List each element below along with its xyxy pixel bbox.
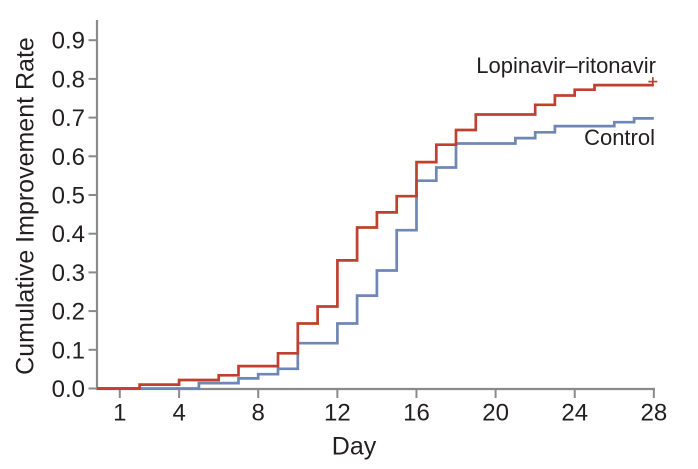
x-tick-label: 16 xyxy=(403,400,430,427)
y-tick-label: 0.9 xyxy=(52,28,85,55)
y-tick-label: 0.1 xyxy=(52,337,85,364)
series-label-control: Control xyxy=(584,125,655,150)
series-label-lopinavir-ritonavir: Lopinavir–ritonavir xyxy=(476,53,656,78)
x-axis-title: Day xyxy=(331,432,377,461)
x-tick-label: 20 xyxy=(482,400,509,427)
y-tick-label: 0.4 xyxy=(52,221,85,248)
y-axis-title: Cumulative Improvement Rate xyxy=(11,37,40,375)
y-tick-label: 0.7 xyxy=(52,105,85,132)
x-tick-label: 12 xyxy=(324,400,351,427)
y-tick-label: 0.6 xyxy=(52,144,85,171)
y-tick-label: 0.5 xyxy=(52,183,85,210)
y-tick-label: 0.0 xyxy=(52,376,85,403)
x-tick-label: 28 xyxy=(640,400,667,427)
x-tick-label: 8 xyxy=(252,400,265,427)
y-tick-label: 0.2 xyxy=(52,299,85,326)
y-tick-label: 0.3 xyxy=(52,260,85,287)
y-tick-label: 0.8 xyxy=(52,66,85,93)
x-tick-label: 1 xyxy=(113,400,126,427)
control-curve xyxy=(97,117,654,390)
x-tick-label: 4 xyxy=(172,400,185,427)
lopinavir-ritonavir-curve xyxy=(97,83,654,390)
x-tick-label: 24 xyxy=(561,400,588,427)
